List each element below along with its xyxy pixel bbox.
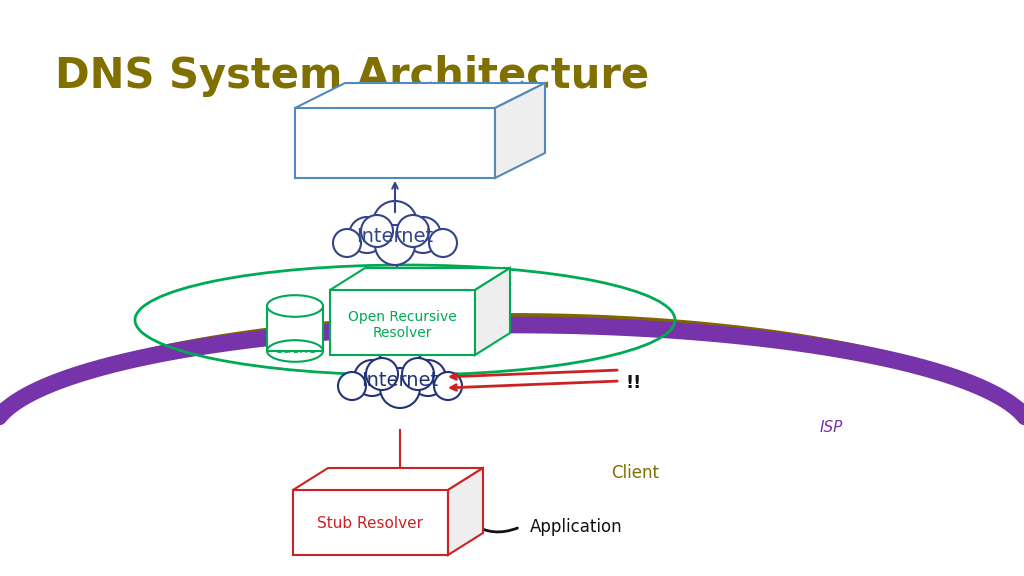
- Text: Client: Client: [611, 464, 659, 482]
- Circle shape: [434, 372, 462, 400]
- Text: Open Recursive
Resolver: Open Recursive Resolver: [347, 310, 457, 340]
- Polygon shape: [330, 268, 510, 290]
- Polygon shape: [295, 83, 545, 108]
- Polygon shape: [475, 268, 510, 355]
- Circle shape: [429, 229, 457, 257]
- Text: Stub Resolver: Stub Resolver: [317, 516, 423, 530]
- Ellipse shape: [267, 295, 323, 317]
- Bar: [330, 290, 475, 355]
- Polygon shape: [495, 83, 545, 178]
- Bar: [293, 490, 449, 555]
- Text: DNS System Architecture: DNS System Architecture: [55, 55, 649, 97]
- Circle shape: [366, 358, 398, 390]
- Polygon shape: [293, 468, 483, 490]
- Bar: [267, 306, 323, 351]
- Circle shape: [397, 215, 429, 247]
- Bar: [295, 108, 495, 178]
- Circle shape: [361, 215, 393, 247]
- Text: Internet: Internet: [356, 228, 433, 247]
- Circle shape: [373, 201, 417, 245]
- Text: Internet: Internet: [361, 370, 438, 389]
- Text: Cache: Cache: [273, 342, 316, 356]
- Text: Authoritative Servers: Authoritative Servers: [308, 150, 472, 165]
- Text: !!: !!: [625, 374, 641, 392]
- Circle shape: [378, 344, 422, 388]
- Circle shape: [354, 360, 390, 396]
- Circle shape: [349, 217, 385, 253]
- Circle shape: [410, 360, 446, 396]
- Circle shape: [338, 372, 366, 400]
- Text: ISP: ISP: [820, 420, 844, 435]
- Text: Application: Application: [530, 518, 623, 536]
- Circle shape: [406, 217, 441, 253]
- Circle shape: [402, 358, 434, 390]
- Circle shape: [380, 368, 420, 408]
- Circle shape: [375, 225, 415, 265]
- Polygon shape: [449, 468, 483, 555]
- Circle shape: [333, 229, 361, 257]
